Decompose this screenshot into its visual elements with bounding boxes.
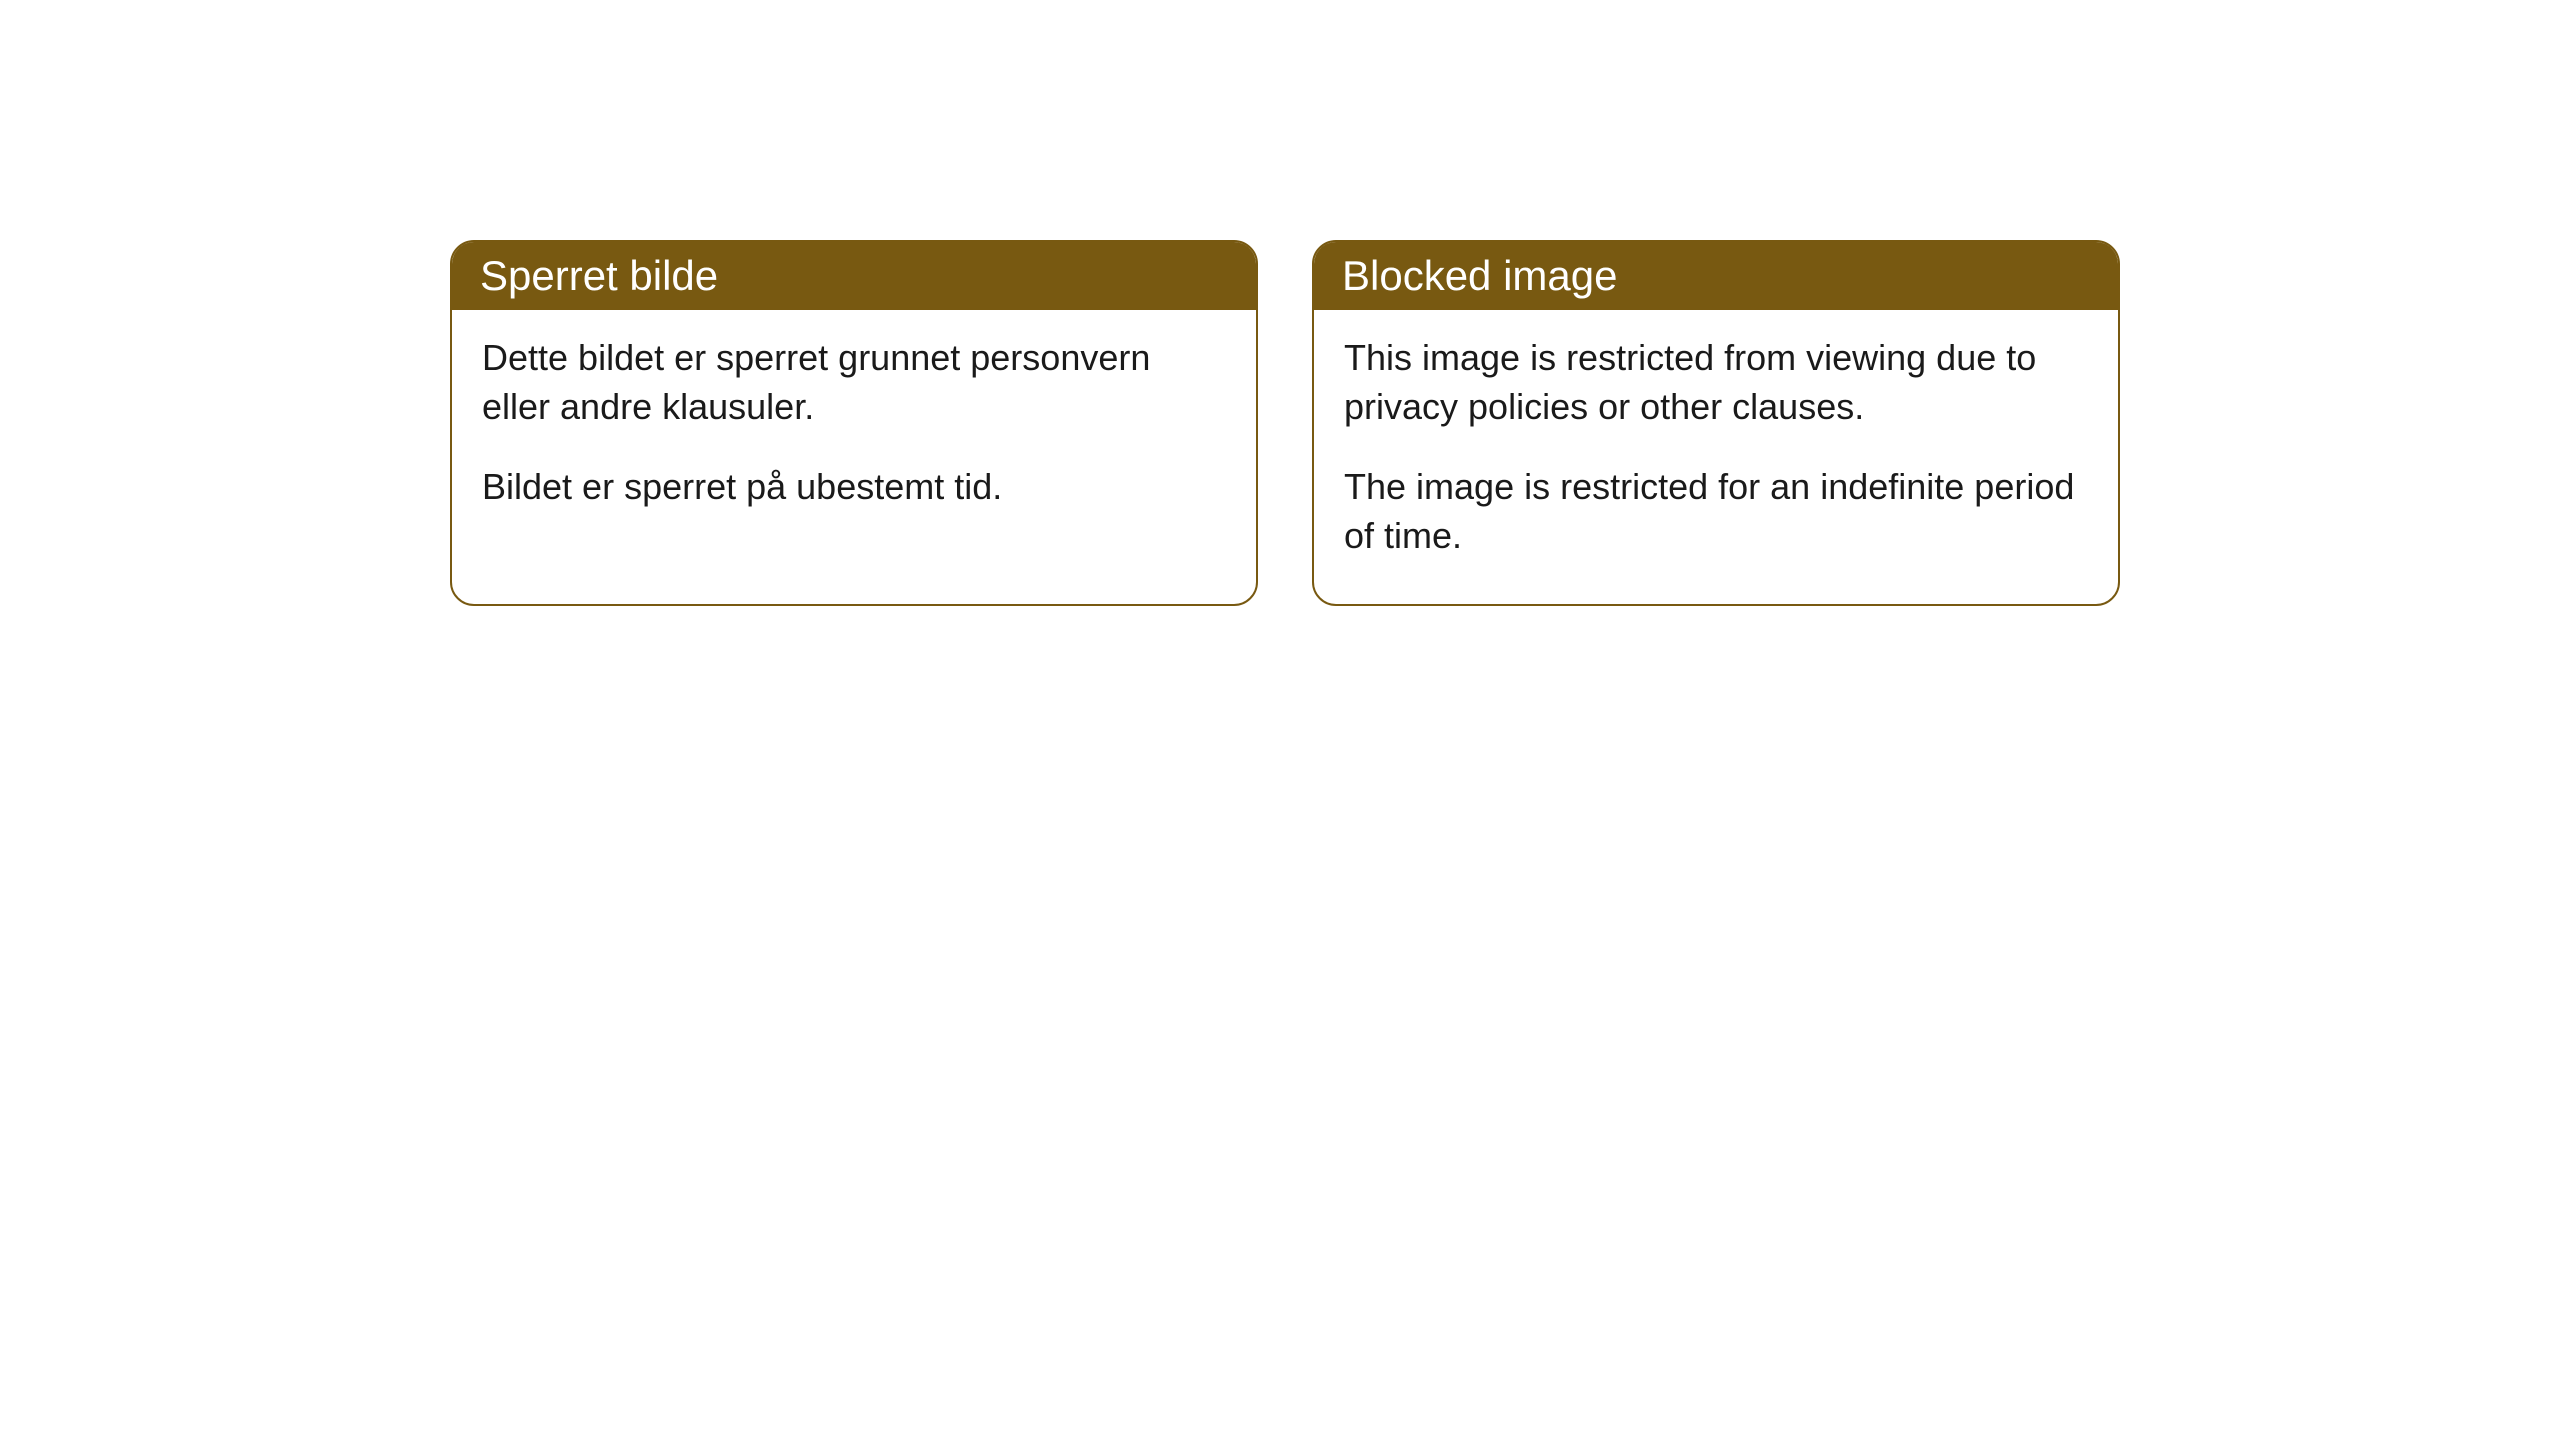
card-body: Dette bildet er sperret grunnet personve… — [452, 310, 1256, 556]
card-english: Blocked image This image is restricted f… — [1312, 240, 2120, 606]
card-paragraph: Bildet er sperret på ubestemt tid. — [482, 463, 1226, 512]
card-paragraph: The image is restricted for an indefinit… — [1344, 463, 2088, 560]
card-norwegian: Sperret bilde Dette bildet er sperret gr… — [450, 240, 1258, 606]
card-header: Sperret bilde — [452, 242, 1256, 310]
card-paragraph: This image is restricted from viewing du… — [1344, 334, 2088, 431]
card-header: Blocked image — [1314, 242, 2118, 310]
card-body: This image is restricted from viewing du… — [1314, 310, 2118, 604]
card-paragraph: Dette bildet er sperret grunnet personve… — [482, 334, 1226, 431]
cards-container: Sperret bilde Dette bildet er sperret gr… — [450, 240, 2120, 606]
